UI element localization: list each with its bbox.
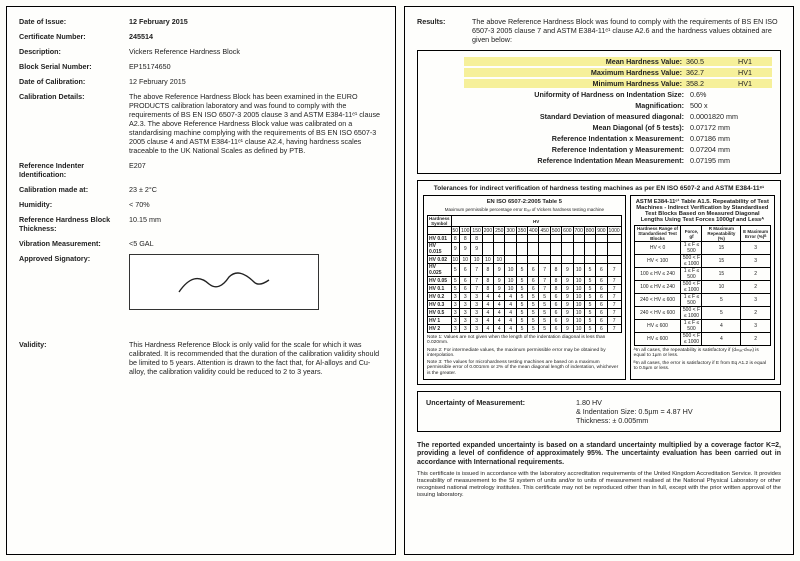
unif-label: Uniformity of Hardness on Indentation Si… (464, 90, 684, 99)
val-date-issue: 12 February 2015 (129, 17, 383, 26)
row-cal-det: Calibration Details: The above Reference… (19, 92, 383, 155)
val-vib: <5 GAL (129, 239, 383, 248)
ry-val: 0.07204 mm (684, 145, 772, 154)
diag-label: Mean Diagonal (of 5 tests): (464, 123, 684, 132)
ry-label: Reference Indentation y Measurement: (464, 145, 684, 154)
val-cal-at: 23 ± 2°C (129, 185, 383, 194)
row-serial: Block Serial Number: EP15174650 (19, 62, 383, 71)
val-desc: Vickers Reference Hardness Block (129, 47, 383, 56)
row-hum: Humidity: < 70% (19, 200, 383, 209)
row-ind: Reference Indenter Identification: E207 (19, 161, 383, 179)
foot-bold: The reported expanded uncertainty is bas… (417, 442, 781, 467)
rm-val: 0.07195 mm (684, 156, 772, 165)
tol-left-sub: Maximum permissible percentage error Eᵣₑ… (427, 207, 622, 213)
diag-val: 0.07172 mm (684, 123, 772, 132)
min-unit: HV1 (736, 79, 772, 88)
tol-left: EN ISO 6507-2:2005 Table 5 Maximum permi… (423, 195, 626, 380)
row-results: Results: The above Reference Hardness Bl… (417, 17, 781, 44)
tolerances-block: Tolerances for indirect verification of … (417, 180, 781, 385)
mean-unit: HV1 (736, 57, 772, 66)
label-cal-at: Calibration made at: (19, 185, 129, 194)
rx-label: Reference Indentation x Measurement: (464, 134, 684, 143)
uncert-label: Uncertainty of Measurement: (426, 398, 576, 425)
row-date-issue: Date of Issue: 12 February 2015 (19, 17, 383, 26)
max-val: 362.7 (684, 68, 736, 77)
mag-label: Magnification: (464, 101, 684, 110)
label-serial: Block Serial Number: (19, 62, 129, 71)
signature-box (129, 254, 319, 310)
row-sig: Approved Signatory: (19, 254, 383, 310)
val-sig (129, 254, 383, 310)
val-results: The above Reference Hardness Block was f… (472, 17, 781, 44)
label-desc: Description: (19, 47, 129, 56)
val-thick: 10.15 mm (129, 215, 383, 233)
label-hum: Humidity: (19, 200, 129, 209)
row-cal-at: Calibration made at: 23 ± 2°C (19, 185, 383, 194)
max-unit: HV1 (736, 68, 772, 77)
note1: Note 1: Values are not given when the le… (427, 335, 622, 346)
tol-left-head: EN ISO 6507-2:2005 Table 5 (427, 199, 622, 205)
label-sig: Approved Signatory: (19, 254, 129, 310)
label-cert-no: Certificate Number: (19, 32, 129, 41)
row-cert-no: Certificate Number: 245514 (19, 32, 383, 41)
val-serial: EP15174650 (129, 62, 383, 71)
label-cal-det: Calibration Details: (19, 92, 129, 155)
uncert-v2: & Indentation Size: 0.5µm = 4.87 HV (576, 407, 772, 416)
row-desc: Description: Vickers Reference Hardness … (19, 47, 383, 56)
tol-left-table: Hardness SymbolHV50100150200250300350400… (427, 215, 622, 333)
val-cert-no: 245514 (129, 32, 383, 41)
val-cal-det: The above Reference Hardness Block has b… (129, 92, 383, 155)
label-date-cal: Date of Calibration: (19, 77, 129, 86)
label-vib: Vibration Measurement: (19, 239, 129, 248)
row-date-cal: Date of Calibration: 12 February 2015 (19, 77, 383, 86)
left-page: Date of Issue: 12 February 2015 Certific… (6, 6, 396, 555)
tol-right: ASTM E384-11ᵉ¹ Table A1.5. Repeatability… (630, 195, 775, 380)
row-vib: Vibration Measurement: <5 GAL (19, 239, 383, 248)
mag-val: 500 x (684, 101, 736, 110)
row-thick: Reference Hardness Block Thickness: 10.1… (19, 215, 383, 233)
sd-val: 0.0001820 mm (684, 112, 772, 121)
label-valid: Validity: (19, 340, 129, 376)
uncert-v3: Thickness: ± 0.005mm (576, 416, 772, 425)
foot-small: This certificate is issued in accordance… (417, 471, 781, 499)
tol-right-head: ASTM E384-11ᵉ¹ Table A1.5. Repeatability… (634, 199, 771, 223)
label-ind: Reference Indenter Identification: (19, 161, 129, 179)
min-label: Minimum Hardness Value: (464, 79, 684, 88)
tol-right-table: Hardness Range of Standardised Test Bloc… (634, 225, 771, 346)
mean-label: Mean Hardness Value: (464, 57, 684, 66)
label-date-issue: Date of Issue: (19, 17, 129, 26)
right-note-a: ᴬIn all cases, the repeatability is sati… (634, 348, 771, 359)
sd-label: Standard Deviation of measured diagonal: (464, 112, 684, 121)
rm-label: Reference Indentation Mean Measurement: (464, 156, 684, 165)
right-note-b: ᴮIn all cases, the error is satisfactory… (634, 361, 771, 372)
uncertainty-block: Uncertainty of Measurement: 1.80 HV & In… (417, 391, 781, 432)
label-thick: Reference Hardness Block Thickness: (19, 215, 129, 233)
row-valid: Validity: This Hardness Reference Block … (19, 340, 383, 376)
val-ind: E207 (129, 161, 383, 179)
val-hum: < 70% (129, 200, 383, 209)
rx-val: 0.07186 mm (684, 134, 772, 143)
results-block: Mean Hardness Value:360.5HV1 Maximum Har… (417, 50, 781, 174)
tol-title: Tolerances for indirect verification of … (423, 185, 775, 192)
unif-val: 0.6% (684, 90, 736, 99)
right-page: Results: The above Reference Hardness Bl… (404, 6, 794, 555)
uncert-v1: 1.80 HV (576, 398, 772, 407)
label-results: Results: (417, 17, 472, 44)
val-date-cal: 12 February 2015 (129, 77, 383, 86)
val-valid: This Hardness Reference Block is only va… (129, 340, 383, 376)
footer: The reported expanded uncertainty is bas… (417, 442, 781, 499)
mean-val: 360.5 (684, 57, 736, 66)
max-label: Maximum Hardness Value: (464, 68, 684, 77)
note3: Note 3: The values for microhardness tes… (427, 360, 622, 376)
note2: Note 2: For intermediate values, the max… (427, 348, 622, 359)
min-val: 358.2 (684, 79, 736, 88)
signature-icon (164, 262, 284, 302)
